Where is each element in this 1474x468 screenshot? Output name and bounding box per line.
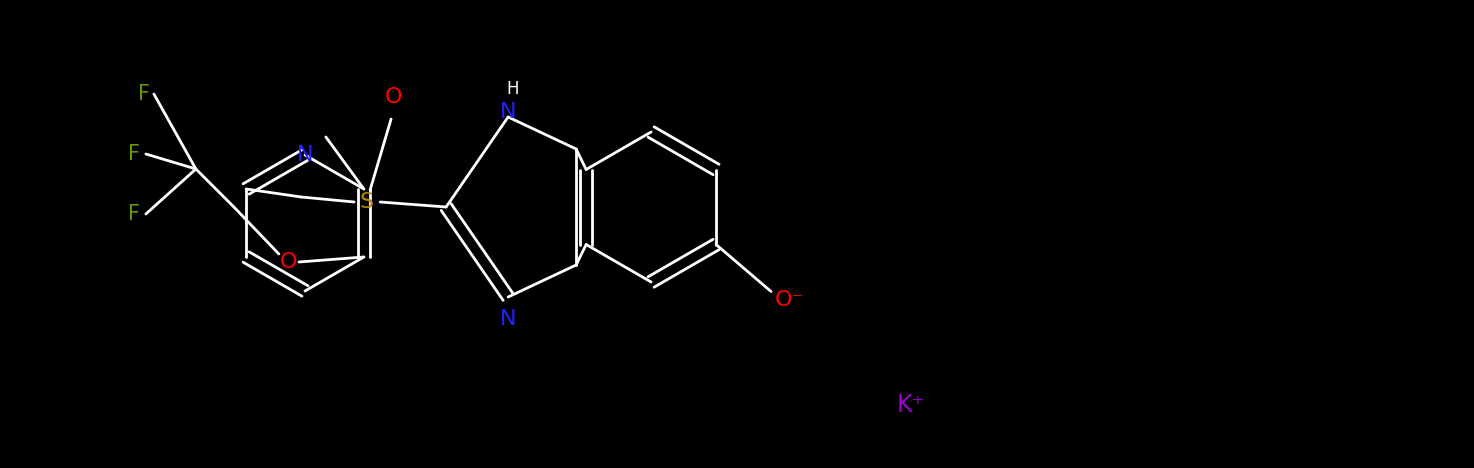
Text: O⁻: O⁻ — [774, 290, 803, 309]
Text: F: F — [128, 144, 140, 164]
Text: N: N — [500, 309, 516, 329]
Text: O: O — [385, 87, 402, 107]
Text: K⁺: K⁺ — [898, 393, 926, 417]
Text: F: F — [139, 84, 150, 104]
Text: F: F — [128, 204, 140, 224]
Text: N: N — [296, 145, 314, 165]
Text: O: O — [280, 252, 298, 272]
Text: H: H — [507, 80, 519, 98]
Text: N: N — [500, 102, 516, 122]
Text: S: S — [360, 192, 373, 212]
